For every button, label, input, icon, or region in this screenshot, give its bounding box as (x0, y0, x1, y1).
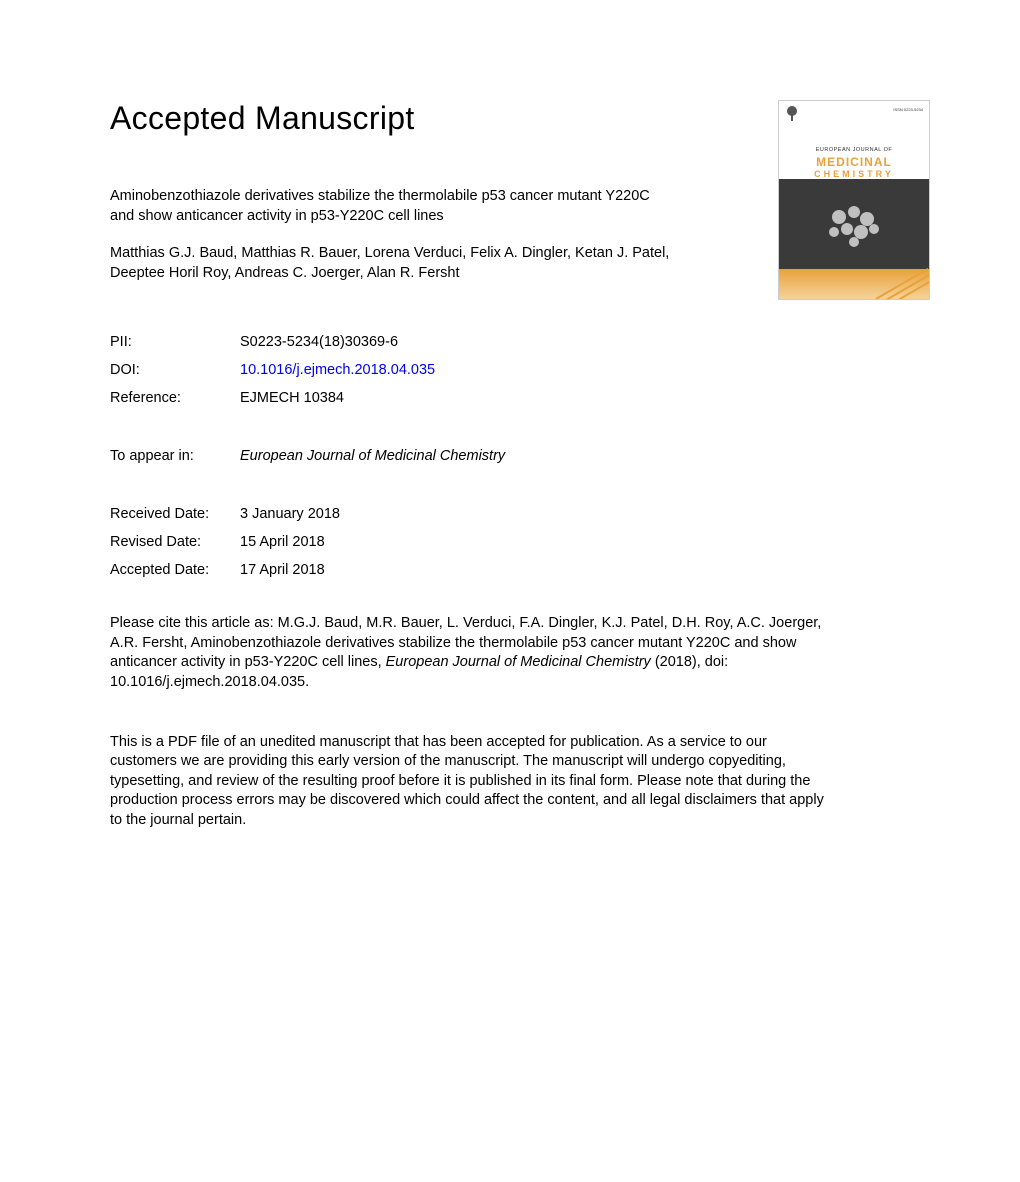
citation-text: Please cite this article as: M.G.J. Baud… (110, 614, 830, 692)
disclaimer-text: This is a PDF file of an unedited manusc… (110, 733, 830, 831)
reference-value: EJMECH 10384 (240, 384, 505, 412)
manuscript-page: Accepted Manuscript ISSN 0223-5234 EUROP… (0, 0, 1020, 890)
cover-issn: ISSN 0223-5234 (893, 107, 923, 112)
table-row: DOI: 10.1016/j.ejmech.2018.04.035 (110, 356, 505, 384)
citation-journal: European Journal of Medicinal Chemistry (386, 654, 651, 670)
table-row: Accepted Date: 17 April 2018 (110, 556, 505, 584)
to-appear-value: European Journal of Medicinal Chemistry (240, 442, 505, 470)
cover-header: ISSN 0223-5234 (779, 101, 929, 141)
received-date-label: Received Date: (110, 500, 240, 528)
cover-title-medicinal: MEDICINAL (779, 155, 929, 169)
doi-link[interactable]: 10.1016/j.ejmech.2018.04.035 (240, 362, 435, 378)
to-appear-label: To appear in: (110, 442, 240, 470)
article-title: Aminobenzothiazole derivatives stabilize… (110, 187, 670, 226)
table-row: To appear in: European Journal of Medici… (110, 442, 505, 470)
cover-molecule-panel (779, 179, 929, 269)
received-date-value: 3 January 2018 (240, 500, 505, 528)
cover-stripe-icon (876, 268, 930, 300)
metadata-table: PII: S0223-5234(18)30369-6 DOI: 10.1016/… (110, 328, 505, 584)
table-row: PII: S0223-5234(18)30369-6 (110, 328, 505, 356)
elsevier-tree-icon (785, 105, 799, 123)
accepted-date-value: 17 April 2018 (240, 556, 505, 584)
doi-label: DOI: (110, 356, 240, 384)
table-row: Received Date: 3 January 2018 (110, 500, 505, 528)
pii-label: PII: (110, 328, 240, 356)
reference-label: Reference: (110, 384, 240, 412)
article-authors: Matthias G.J. Baud, Matthias R. Bauer, L… (110, 244, 670, 283)
table-row: Reference: EJMECH 10384 (110, 384, 505, 412)
journal-cover-thumbnail: ISSN 0223-5234 EUROPEAN JOURNAL OF MEDIC… (778, 100, 930, 300)
revised-date-value: 15 April 2018 (240, 528, 505, 556)
cover-gradient-panel (779, 269, 929, 300)
molecule-icon (819, 197, 889, 252)
cover-title-chemistry: CHEMISTRY (779, 169, 929, 179)
cover-journal-label: EUROPEAN JOURNAL OF (779, 147, 929, 153)
table-row: Revised Date: 15 April 2018 (110, 528, 505, 556)
revised-date-label: Revised Date: (110, 528, 240, 556)
pii-value: S0223-5234(18)30369-6 (240, 328, 505, 356)
accepted-date-label: Accepted Date: (110, 556, 240, 584)
